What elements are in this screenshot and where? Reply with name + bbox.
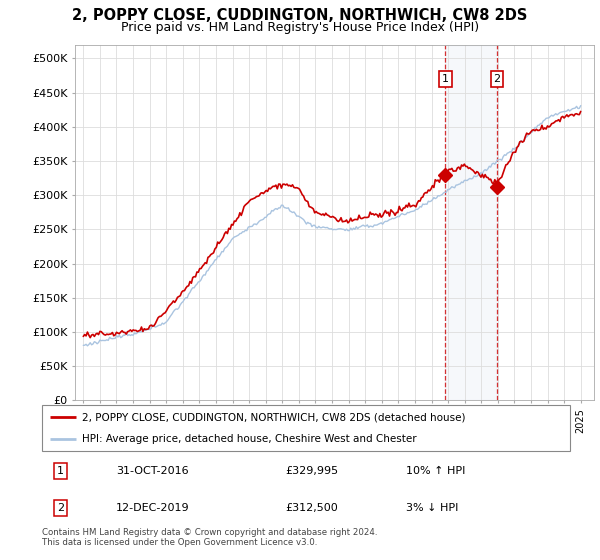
Text: 1: 1 [442, 74, 449, 84]
Text: Contains HM Land Registry data © Crown copyright and database right 2024.
This d: Contains HM Land Registry data © Crown c… [42, 528, 377, 547]
Text: 2: 2 [493, 74, 500, 84]
Text: £312,500: £312,500 [285, 503, 338, 513]
Text: 2, POPPY CLOSE, CUDDINGTON, NORTHWICH, CW8 2DS (detached house): 2, POPPY CLOSE, CUDDINGTON, NORTHWICH, C… [82, 412, 465, 422]
Text: 10% ↑ HPI: 10% ↑ HPI [406, 466, 466, 476]
Text: Price paid vs. HM Land Registry's House Price Index (HPI): Price paid vs. HM Land Registry's House … [121, 21, 479, 34]
Text: 31-OCT-2016: 31-OCT-2016 [116, 466, 188, 476]
Text: HPI: Average price, detached house, Cheshire West and Chester: HPI: Average price, detached house, Ches… [82, 435, 416, 444]
Text: 1: 1 [57, 466, 64, 476]
Text: 12-DEC-2019: 12-DEC-2019 [116, 503, 190, 513]
Text: £329,995: £329,995 [285, 466, 338, 476]
Bar [445, 45, 497, 400]
Text: 2: 2 [57, 503, 64, 513]
Text: 2, POPPY CLOSE, CUDDINGTON, NORTHWICH, CW8 2DS: 2, POPPY CLOSE, CUDDINGTON, NORTHWICH, C… [73, 8, 527, 24]
Text: 3% ↓ HPI: 3% ↓ HPI [406, 503, 458, 513]
